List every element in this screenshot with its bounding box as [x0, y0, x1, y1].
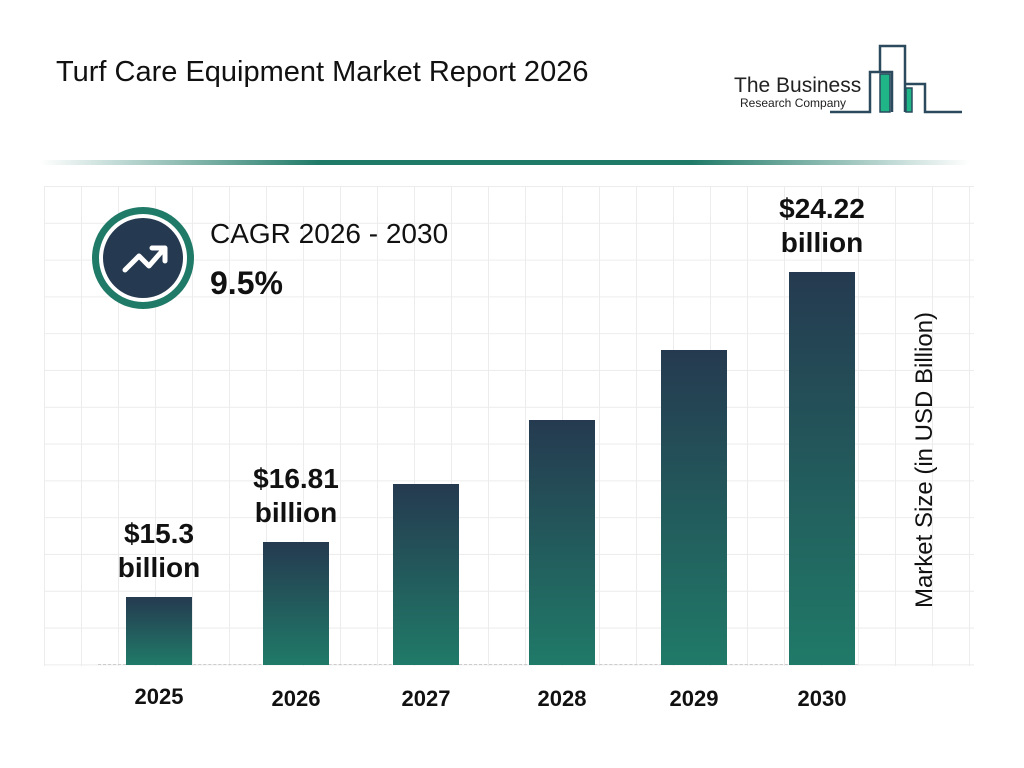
data-label: $15.3 billion — [117, 518, 201, 584]
svg-text:The Business: The Business — [734, 74, 861, 97]
x-tick-label: 2030 — [797, 686, 847, 711]
cagr-value: 9.5% — [210, 265, 283, 301]
trending-up-icon — [92, 207, 194, 309]
page-title: Turf Care Equipment Market Report 2026 — [56, 56, 589, 88]
x-tick-label: 2027 — [401, 686, 451, 711]
header-divider — [40, 160, 970, 165]
x-tick-label: 2025 — [134, 684, 184, 709]
x-axis-baseline — [98, 664, 858, 665]
svg-text:Research Company: Research Company — [740, 96, 846, 110]
cagr-label: CAGR 2026 - 2030 — [210, 218, 449, 249]
data-label: $16.81 billion — [253, 462, 339, 528]
y-axis-label: Market Size (in USD Billion) — [911, 311, 938, 609]
data-label: $24.22 billion — [779, 192, 865, 258]
bar-2030 — [789, 271, 855, 665]
x-tick-label: 2029 — [669, 686, 719, 711]
bar-2029 — [661, 350, 727, 665]
bar-2026 — [263, 541, 329, 665]
company-logo: The Business Research Company — [734, 44, 962, 114]
bar-2025 — [126, 597, 192, 665]
x-tick-label: 2028 — [537, 686, 587, 711]
bar-2027 — [393, 483, 459, 665]
bar-2028 — [529, 419, 595, 665]
x-tick-label: 2026 — [271, 686, 321, 711]
